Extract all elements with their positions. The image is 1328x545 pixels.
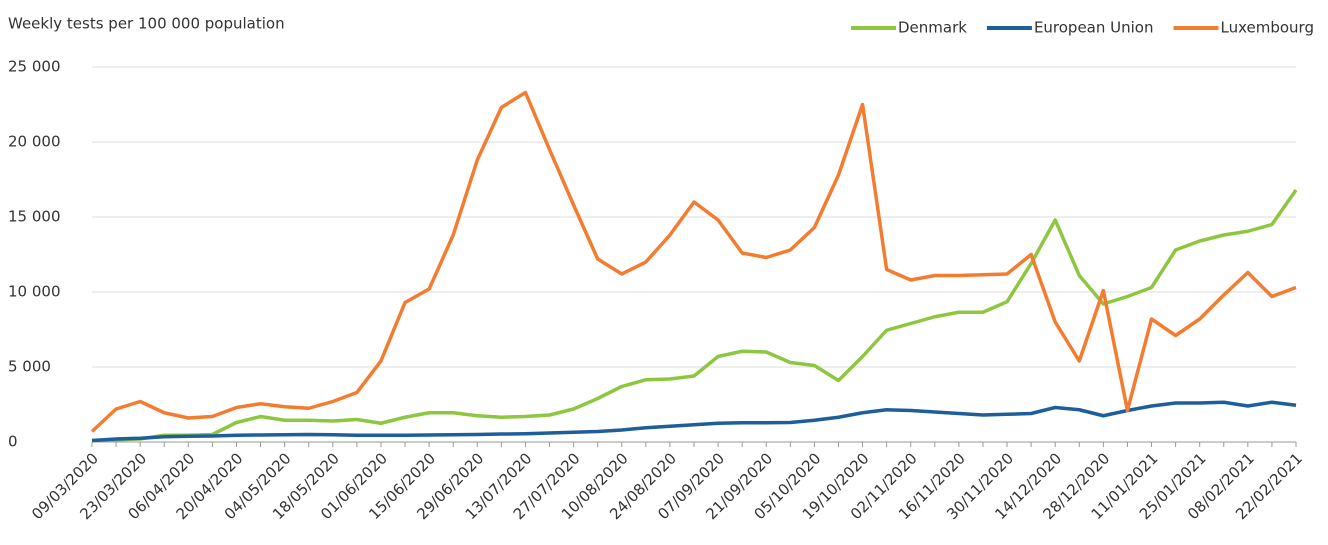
y-tick-label: 25 000 — [8, 58, 61, 76]
data-line — [91, 188, 1298, 443]
data-line — [91, 400, 1297, 443]
legend-label: European Union — [1034, 19, 1154, 37]
chart-title: Weekly tests per 100 000 population — [8, 15, 285, 33]
y-tick-label: 15 000 — [8, 208, 61, 226]
y-tick-label: 5 000 — [8, 358, 51, 376]
y-tick-label: 10 000 — [8, 283, 61, 301]
legend-label: Denmark — [898, 19, 967, 37]
data-line — [90, 90, 1297, 433]
y-tick-label: 0 — [8, 433, 18, 451]
legend-label: Luxembourg — [1221, 19, 1315, 37]
y-tick-label: 20 000 — [8, 133, 61, 151]
